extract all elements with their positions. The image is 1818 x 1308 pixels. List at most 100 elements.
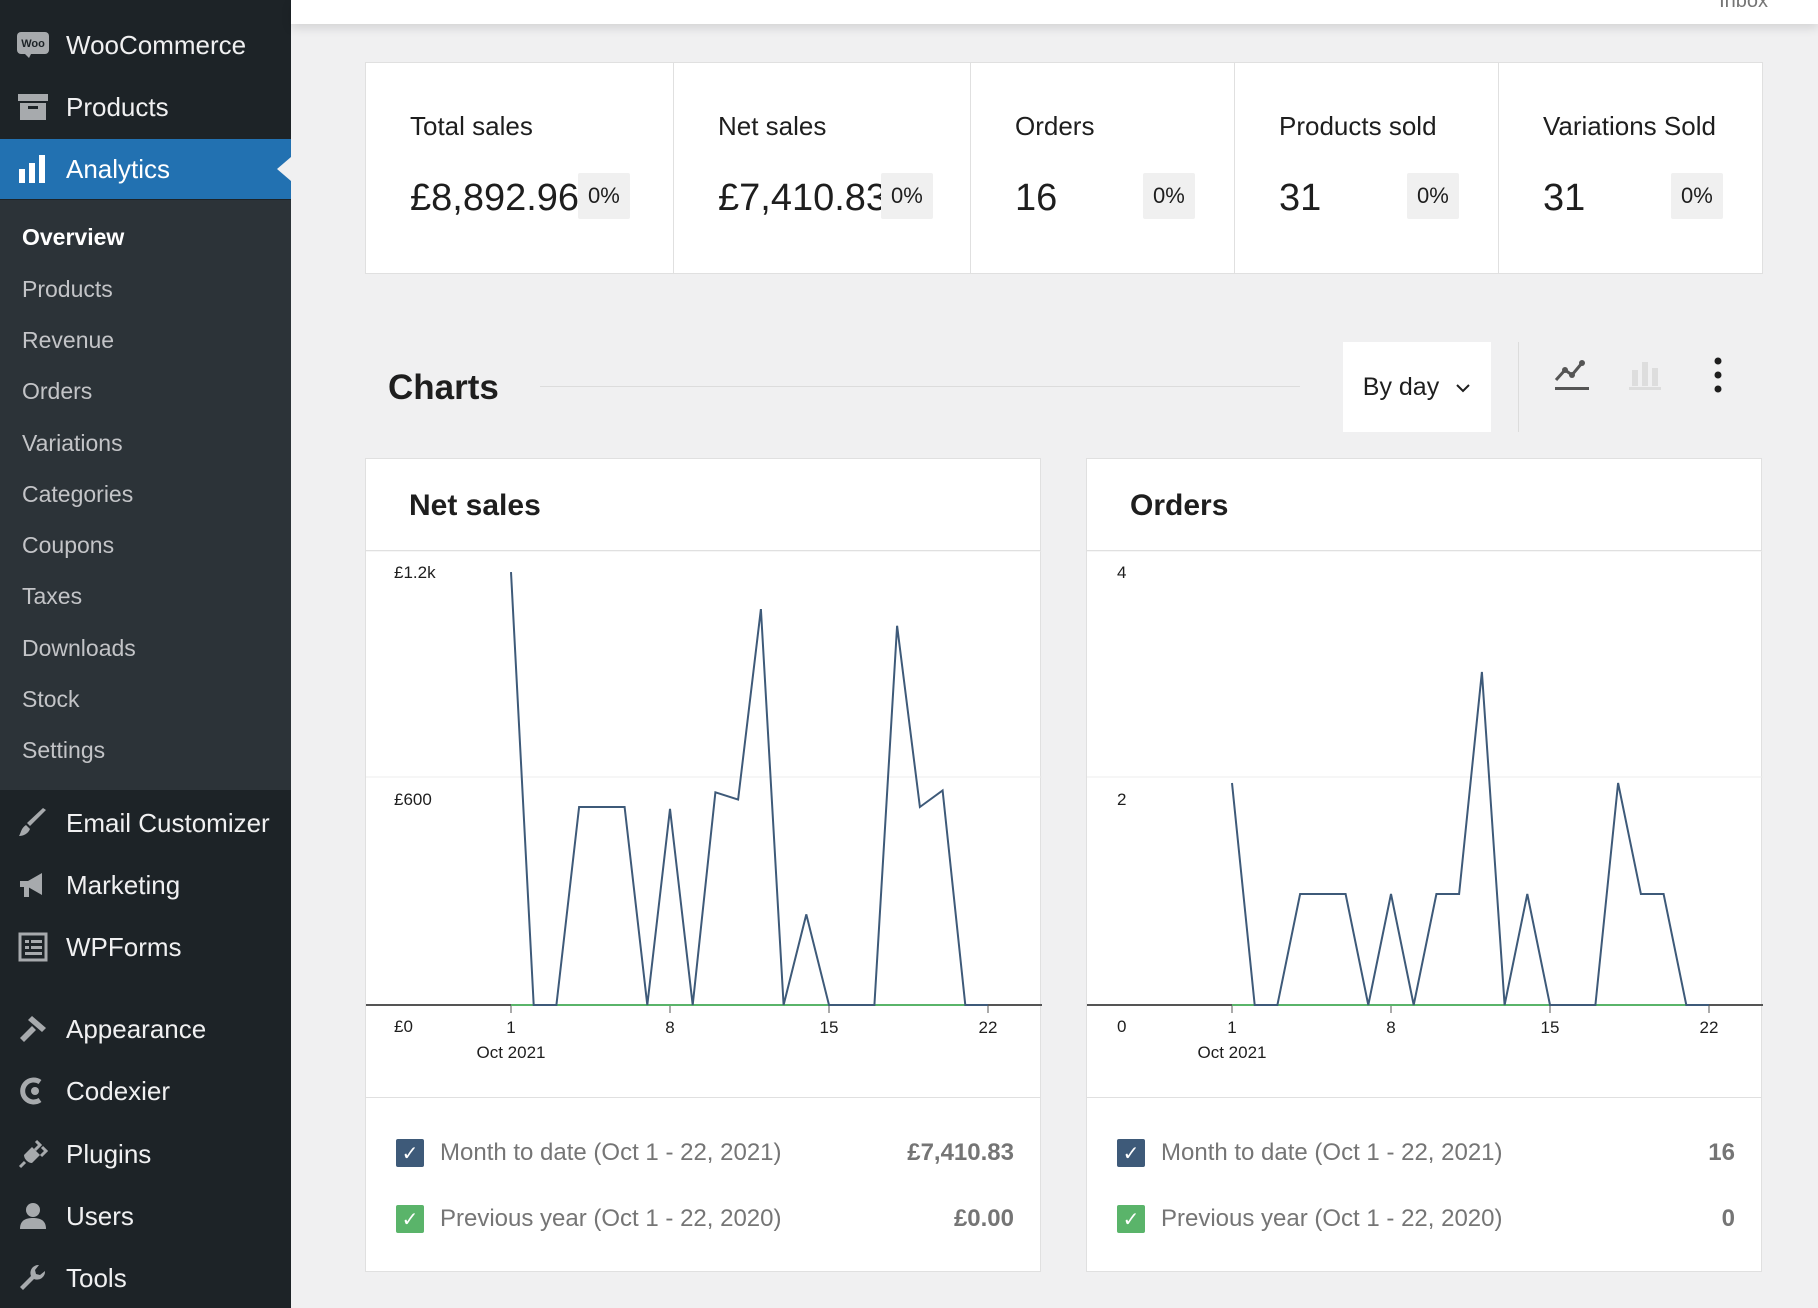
- data-point-previous-year[interactable]: [758, 1003, 763, 1008]
- bar-chart-toggle-icon[interactable]: [1620, 350, 1670, 400]
- data-point-previous-year[interactable]: [1502, 1003, 1507, 1008]
- line-chart-toggle-icon[interactable]: [1547, 350, 1597, 400]
- submenu-stock[interactable]: Stock: [22, 686, 80, 712]
- data-point-previous-year[interactable]: [1252, 1003, 1257, 1008]
- menu-analytics[interactable]: Analytics: [0, 139, 291, 199]
- data-point-previous-year[interactable]: [895, 1003, 900, 1008]
- data-point-month-to-date[interactable]: [509, 570, 514, 575]
- data-point-previous-year[interactable]: [872, 1003, 877, 1008]
- data-point-previous-year[interactable]: [1320, 1003, 1325, 1008]
- menu-marketing[interactable]: Marketing: [0, 855, 291, 915]
- data-point-month-to-date[interactable]: [736, 797, 741, 802]
- data-point-month-to-date[interactable]: [1230, 781, 1235, 786]
- inbox-link[interactable]: Inbox: [1719, 0, 1768, 12]
- data-point-previous-year[interactable]: [577, 1003, 582, 1008]
- data-point-month-to-date[interactable]: [895, 623, 900, 628]
- stat-variations-sold[interactable]: Variations Sold 31 0%: [1499, 63, 1762, 273]
- data-point-month-to-date[interactable]: [1661, 892, 1666, 897]
- data-point-month-to-date[interactable]: [713, 790, 718, 795]
- data-point-previous-year[interactable]: [1457, 1003, 1462, 1008]
- data-point-month-to-date[interactable]: [1638, 892, 1643, 897]
- submenu-coupons[interactable]: Coupons: [22, 532, 115, 558]
- data-point-month-to-date[interactable]: [577, 805, 582, 810]
- data-point-previous-year[interactable]: [849, 1003, 854, 1008]
- data-point-month-to-date[interactable]: [668, 806, 673, 811]
- data-point-previous-year[interactable]: [1593, 1003, 1598, 1008]
- data-point-month-to-date[interactable]: [758, 607, 763, 612]
- data-point-previous-year[interactable]: [1570, 1003, 1575, 1008]
- data-point-previous-year[interactable]: [1389, 1003, 1394, 1008]
- menu-woocommerce[interactable]: Woo WooCommerce: [0, 15, 291, 75]
- data-point-previous-year[interactable]: [1230, 1003, 1235, 1008]
- data-point-previous-year[interactable]: [1479, 1003, 1484, 1008]
- submenu-orders[interactable]: Orders: [22, 378, 93, 404]
- data-point-month-to-date[interactable]: [1525, 892, 1530, 897]
- data-point-month-to-date[interactable]: [804, 912, 809, 917]
- submenu-variations[interactable]: Variations: [22, 430, 123, 456]
- data-point-previous-year[interactable]: [1298, 1003, 1303, 1008]
- data-point-previous-year[interactable]: [531, 1003, 536, 1008]
- more-vertical-icon[interactable]: [1693, 350, 1743, 400]
- menu-tools[interactable]: Tools: [0, 1248, 291, 1308]
- checkmark-icon[interactable]: ✓: [1117, 1139, 1145, 1167]
- data-point-previous-year[interactable]: [781, 1003, 786, 1008]
- data-point-previous-year[interactable]: [554, 1003, 559, 1008]
- data-point-previous-year[interactable]: [1366, 1003, 1371, 1008]
- data-point-previous-year[interactable]: [1411, 1003, 1416, 1008]
- submenu-categories[interactable]: Categories: [22, 481, 134, 507]
- data-point-previous-year[interactable]: [1548, 1003, 1553, 1008]
- menu-users[interactable]: Users: [0, 1186, 291, 1246]
- data-point-previous-year[interactable]: [1616, 1003, 1621, 1008]
- data-point-previous-year[interactable]: [599, 1003, 604, 1008]
- data-point-previous-year[interactable]: [1638, 1003, 1643, 1008]
- checkmark-icon[interactable]: ✓: [1117, 1205, 1145, 1233]
- submenu-overview[interactable]: Overview: [22, 224, 125, 250]
- menu-products[interactable]: Products: [0, 77, 291, 137]
- data-point-previous-year[interactable]: [1434, 1003, 1439, 1008]
- data-point-previous-year[interactable]: [804, 1003, 809, 1008]
- data-point-previous-year[interactable]: [827, 1003, 832, 1008]
- legend-item-previous-year[interactable]: ✓ Previous year (Oct 1 - 22, 2020) £0.00: [396, 1199, 1014, 1239]
- menu-appearance[interactable]: Appearance: [0, 999, 291, 1059]
- data-point-month-to-date[interactable]: [1320, 892, 1325, 897]
- data-point-month-to-date[interactable]: [1616, 781, 1621, 786]
- submenu-downloads[interactable]: Downloads: [22, 635, 136, 661]
- submenu-settings[interactable]: Settings: [22, 737, 106, 763]
- data-point-previous-year[interactable]: [509, 1003, 514, 1008]
- legend-item-previous-year[interactable]: ✓ Previous year (Oct 1 - 22, 2020) 0: [1117, 1199, 1735, 1239]
- data-point-previous-year[interactable]: [1343, 1003, 1348, 1008]
- data-point-previous-year[interactable]: [622, 1003, 627, 1008]
- checkmark-icon[interactable]: ✓: [396, 1205, 424, 1233]
- menu-wpforms[interactable]: WPForms: [0, 917, 291, 977]
- data-point-previous-year[interactable]: [1684, 1003, 1689, 1008]
- data-point-month-to-date[interactable]: [917, 805, 922, 810]
- data-point-previous-year[interactable]: [940, 1003, 945, 1008]
- data-point-previous-year[interactable]: [917, 1003, 922, 1008]
- data-point-month-to-date[interactable]: [1434, 892, 1439, 897]
- legend-item-month-to-date[interactable]: ✓ Month to date (Oct 1 - 22, 2021) £7,41…: [396, 1133, 1014, 1173]
- stat-products-sold[interactable]: Products sold 31 0%: [1235, 63, 1499, 273]
- data-point-previous-year[interactable]: [1661, 1003, 1666, 1008]
- data-point-previous-year[interactable]: [736, 1003, 741, 1008]
- menu-plugins[interactable]: Plugins: [0, 1124, 291, 1184]
- data-point-month-to-date[interactable]: [940, 788, 945, 793]
- data-point-previous-year[interactable]: [713, 1003, 718, 1008]
- submenu-taxes[interactable]: Taxes: [22, 583, 83, 609]
- data-point-previous-year[interactable]: [986, 1003, 991, 1008]
- stat-net-sales[interactable]: Net sales £7,410.83 0%: [674, 63, 971, 273]
- stat-orders[interactable]: Orders 16 0%: [971, 63, 1235, 273]
- menu-codexier[interactable]: Codexier: [0, 1061, 291, 1121]
- submenu-products[interactable]: Products: [22, 276, 113, 302]
- data-point-month-to-date[interactable]: [622, 805, 627, 810]
- data-point-previous-year[interactable]: [1707, 1003, 1712, 1008]
- legend-item-month-to-date[interactable]: ✓ Month to date (Oct 1 - 22, 2021) 16: [1117, 1133, 1735, 1173]
- data-point-month-to-date[interactable]: [1343, 892, 1348, 897]
- checkmark-icon[interactable]: ✓: [396, 1139, 424, 1167]
- data-point-month-to-date[interactable]: [1479, 670, 1484, 675]
- data-point-month-to-date[interactable]: [1457, 892, 1462, 897]
- stat-total-sales[interactable]: Total sales £8,892.96 0%: [366, 63, 674, 273]
- data-point-month-to-date[interactable]: [599, 805, 604, 810]
- data-point-previous-year[interactable]: [645, 1003, 650, 1008]
- interval-select[interactable]: By day: [1343, 342, 1491, 432]
- submenu-revenue[interactable]: Revenue: [22, 327, 115, 353]
